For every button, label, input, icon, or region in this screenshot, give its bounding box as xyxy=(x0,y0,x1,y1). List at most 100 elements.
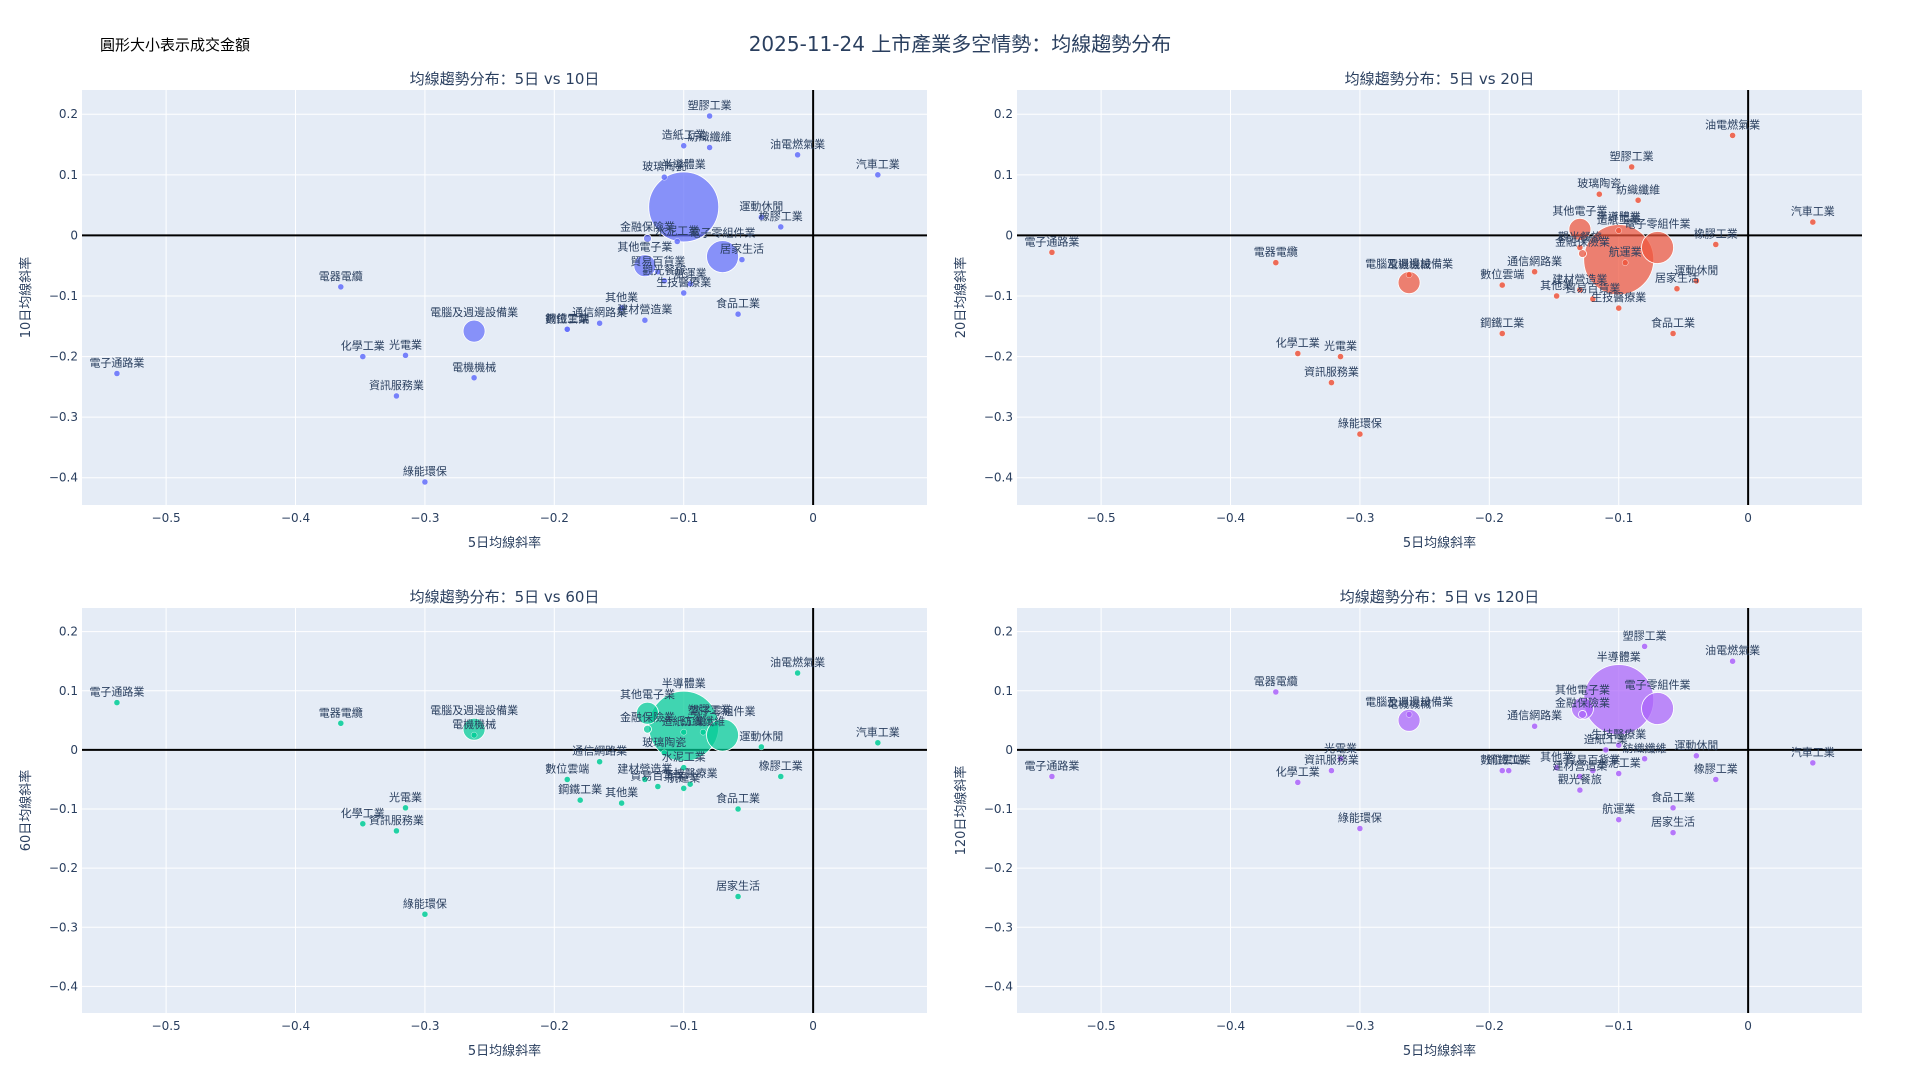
data-point[interactable] xyxy=(686,780,694,788)
data-point[interactable] xyxy=(699,728,707,736)
data-point[interactable] xyxy=(734,893,742,900)
data-point[interactable] xyxy=(1809,218,1817,226)
data-point[interactable] xyxy=(462,717,486,741)
data-point[interactable] xyxy=(661,174,668,181)
data-point[interactable] xyxy=(680,142,687,149)
data-point[interactable] xyxy=(421,478,429,486)
data-point[interactable] xyxy=(1576,286,1584,294)
data-point[interactable] xyxy=(421,911,429,918)
data-point[interactable] xyxy=(462,319,486,343)
data-point[interactable] xyxy=(758,214,765,221)
data-point[interactable] xyxy=(680,785,687,792)
data-point[interactable] xyxy=(706,240,739,274)
data-point[interactable] xyxy=(1669,804,1677,812)
data-point[interactable] xyxy=(1576,244,1584,251)
data-point[interactable] xyxy=(1499,330,1506,337)
data-point[interactable] xyxy=(113,699,121,706)
data-point[interactable] xyxy=(1621,259,1629,266)
data-point[interactable] xyxy=(1809,759,1817,767)
data-point[interactable] xyxy=(402,352,409,359)
data-point[interactable] xyxy=(1615,741,1622,749)
data-point[interactable] xyxy=(1272,259,1280,266)
data-point[interactable] xyxy=(1356,825,1364,832)
data-point[interactable] xyxy=(1578,710,1587,719)
data-point[interactable] xyxy=(564,776,571,783)
data-point[interactable] xyxy=(1693,277,1700,285)
data-point[interactable] xyxy=(706,112,713,120)
data-point[interactable] xyxy=(1328,767,1335,774)
data-point[interactable] xyxy=(643,234,652,243)
data-point[interactable] xyxy=(113,370,121,377)
data-point[interactable] xyxy=(618,304,625,312)
data-point[interactable] xyxy=(1641,643,1648,650)
data-point[interactable] xyxy=(1615,816,1622,823)
data-point[interactable] xyxy=(643,724,652,734)
data-point[interactable] xyxy=(1405,271,1413,278)
data-point[interactable] xyxy=(1669,829,1677,836)
data-point[interactable] xyxy=(758,743,765,751)
data-point[interactable] xyxy=(636,701,659,725)
data-point[interactable] xyxy=(648,171,720,243)
data-point[interactable] xyxy=(1641,755,1648,762)
data-point[interactable] xyxy=(393,392,400,400)
data-point[interactable] xyxy=(1337,353,1344,360)
data-point[interactable] xyxy=(337,720,345,727)
data-point[interactable] xyxy=(393,827,400,835)
data-point[interactable] xyxy=(1669,330,1677,337)
data-point[interactable] xyxy=(564,326,571,333)
data-point[interactable] xyxy=(618,799,625,807)
data-point[interactable] xyxy=(337,283,345,291)
data-point[interactable] xyxy=(1272,688,1280,696)
data-point[interactable] xyxy=(777,223,784,231)
data-point[interactable] xyxy=(1673,285,1681,292)
data-point[interactable] xyxy=(359,353,367,360)
data-point[interactable] xyxy=(706,717,713,724)
data-point[interactable] xyxy=(1294,350,1302,357)
data-point[interactable] xyxy=(359,820,367,828)
data-point[interactable] xyxy=(1615,770,1622,777)
data-point[interactable] xyxy=(1553,764,1560,771)
data-point[interactable] xyxy=(1531,268,1538,275)
data-point[interactable] xyxy=(402,804,409,812)
data-point[interactable] xyxy=(1048,773,1056,780)
data-point[interactable] xyxy=(1294,779,1302,786)
data-point[interactable] xyxy=(874,171,882,179)
data-point[interactable] xyxy=(874,739,882,747)
data-point[interactable] xyxy=(654,783,662,790)
data-point[interactable] xyxy=(1048,249,1056,256)
data-point[interactable] xyxy=(1356,430,1364,438)
data-point[interactable] xyxy=(680,764,687,771)
data-point[interactable] xyxy=(1615,304,1622,312)
data-point[interactable] xyxy=(641,776,649,783)
data-point[interactable] xyxy=(1712,776,1719,783)
data-point[interactable] xyxy=(686,280,694,288)
data-point[interactable] xyxy=(1397,708,1421,732)
data-point[interactable] xyxy=(1576,786,1584,794)
data-point[interactable] xyxy=(1568,217,1592,241)
data-point[interactable] xyxy=(1328,379,1335,386)
data-point[interactable] xyxy=(1337,755,1344,762)
data-point[interactable] xyxy=(734,310,742,318)
data-point[interactable] xyxy=(706,718,739,752)
data-point[interactable] xyxy=(633,254,657,278)
data-point[interactable] xyxy=(1693,752,1700,760)
data-point[interactable] xyxy=(661,277,668,285)
data-point[interactable] xyxy=(1589,295,1597,303)
data-point[interactable] xyxy=(1596,191,1603,198)
data-point[interactable] xyxy=(596,320,603,327)
data-point[interactable] xyxy=(1405,711,1413,718)
data-point[interactable] xyxy=(680,289,687,297)
data-point[interactable] xyxy=(794,669,801,677)
data-point[interactable] xyxy=(1729,658,1736,665)
data-point[interactable] xyxy=(1634,197,1642,204)
data-point[interactable] xyxy=(680,728,687,736)
data-point[interactable] xyxy=(738,256,746,263)
data-point[interactable] xyxy=(706,144,713,151)
data-point[interactable] xyxy=(794,151,801,159)
data-point[interactable] xyxy=(1602,746,1609,754)
data-point[interactable] xyxy=(1578,249,1587,258)
data-point[interactable] xyxy=(1499,281,1506,289)
data-point[interactable] xyxy=(1729,132,1736,139)
data-point[interactable] xyxy=(661,749,668,757)
data-point[interactable] xyxy=(1571,697,1594,720)
